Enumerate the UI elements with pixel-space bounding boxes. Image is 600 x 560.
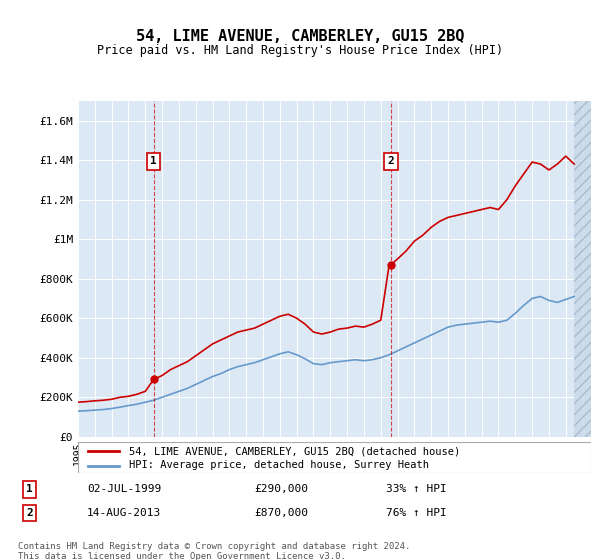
Text: 2: 2 bbox=[388, 156, 394, 166]
Text: 14-AUG-2013: 14-AUG-2013 bbox=[87, 508, 161, 518]
Text: 02-JUL-1999: 02-JUL-1999 bbox=[87, 484, 161, 494]
Text: 33% ↑ HPI: 33% ↑ HPI bbox=[386, 484, 447, 494]
FancyBboxPatch shape bbox=[78, 442, 591, 473]
Text: Contains HM Land Registry data © Crown copyright and database right 2024.
This d: Contains HM Land Registry data © Crown c… bbox=[18, 542, 410, 560]
Text: Price paid vs. HM Land Registry's House Price Index (HPI): Price paid vs. HM Land Registry's House … bbox=[97, 44, 503, 57]
Text: 54, LIME AVENUE, CAMBERLEY, GU15 2BQ: 54, LIME AVENUE, CAMBERLEY, GU15 2BQ bbox=[136, 29, 464, 44]
Bar bbox=[574, 101, 591, 437]
Text: 1: 1 bbox=[151, 156, 157, 166]
Text: 54, LIME AVENUE, CAMBERLEY, GU15 2BQ (detached house): 54, LIME AVENUE, CAMBERLEY, GU15 2BQ (de… bbox=[130, 446, 461, 456]
Text: 76% ↑ HPI: 76% ↑ HPI bbox=[386, 508, 447, 518]
Text: 1: 1 bbox=[26, 484, 32, 494]
Text: 2: 2 bbox=[26, 508, 32, 518]
Text: £870,000: £870,000 bbox=[254, 508, 308, 518]
Text: £290,000: £290,000 bbox=[254, 484, 308, 494]
Text: HPI: Average price, detached house, Surrey Heath: HPI: Average price, detached house, Surr… bbox=[130, 460, 430, 470]
